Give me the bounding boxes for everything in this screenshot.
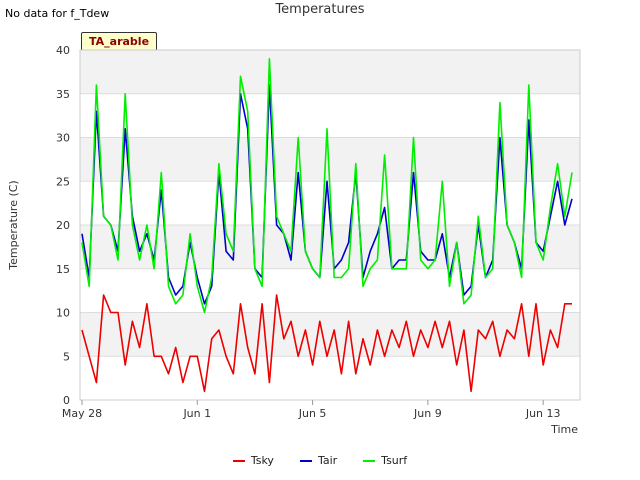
grid-band — [80, 225, 580, 269]
y-tick-label: 0 — [63, 394, 70, 407]
x-tick-label: May 28 — [62, 407, 102, 420]
series-line-tsky — [81, 294, 572, 393]
chart-title: Temperatures — [275, 2, 365, 17]
grid-band — [80, 312, 580, 357]
y-tick-label: 20 — [56, 219, 70, 232]
y-tick-label: 30 — [56, 132, 70, 145]
x-tick-label: Jun 13 — [525, 407, 561, 420]
legend-item-tair: Tair — [299, 454, 338, 467]
site-tag: TA_arable — [81, 32, 158, 51]
y-tick-label: 15 — [56, 263, 70, 276]
legend-item-tsky: Tsky — [232, 454, 274, 467]
legend: Tsky Tair Tsurf — [0, 454, 640, 467]
no-data-note: No data for f_Tdew — [5, 7, 110, 20]
y-tick-label: 10 — [56, 307, 70, 320]
x-tick-label: Jun 1 — [182, 407, 211, 420]
legend-swatch — [363, 459, 376, 462]
legend-item-tsurf: Tsurf — [363, 454, 407, 467]
y-tick-label: 25 — [56, 175, 70, 188]
grid-band — [80, 268, 580, 313]
grid-band — [80, 93, 580, 138]
legend-label: Tsurf — [381, 454, 408, 467]
y-tick-label: 40 — [56, 44, 70, 57]
series-line-tsurf — [81, 57, 573, 314]
legend-label: Tsky — [250, 454, 274, 467]
legend-swatch — [299, 459, 312, 462]
grid-band — [80, 50, 580, 94]
legend-swatch — [232, 459, 245, 462]
legend-label: Tair — [317, 454, 338, 467]
x-axis-label: Time — [550, 423, 578, 436]
x-tick-label: Jun 9 — [413, 407, 442, 420]
y-tick-label: 5 — [63, 350, 70, 363]
x-tick-label: Jun 5 — [298, 407, 327, 420]
plot-frame — [79, 49, 581, 401]
y-axis-label: Temperature (C) — [7, 180, 20, 270]
y-tick-label: 35 — [56, 88, 70, 101]
grid-band — [80, 356, 580, 400]
